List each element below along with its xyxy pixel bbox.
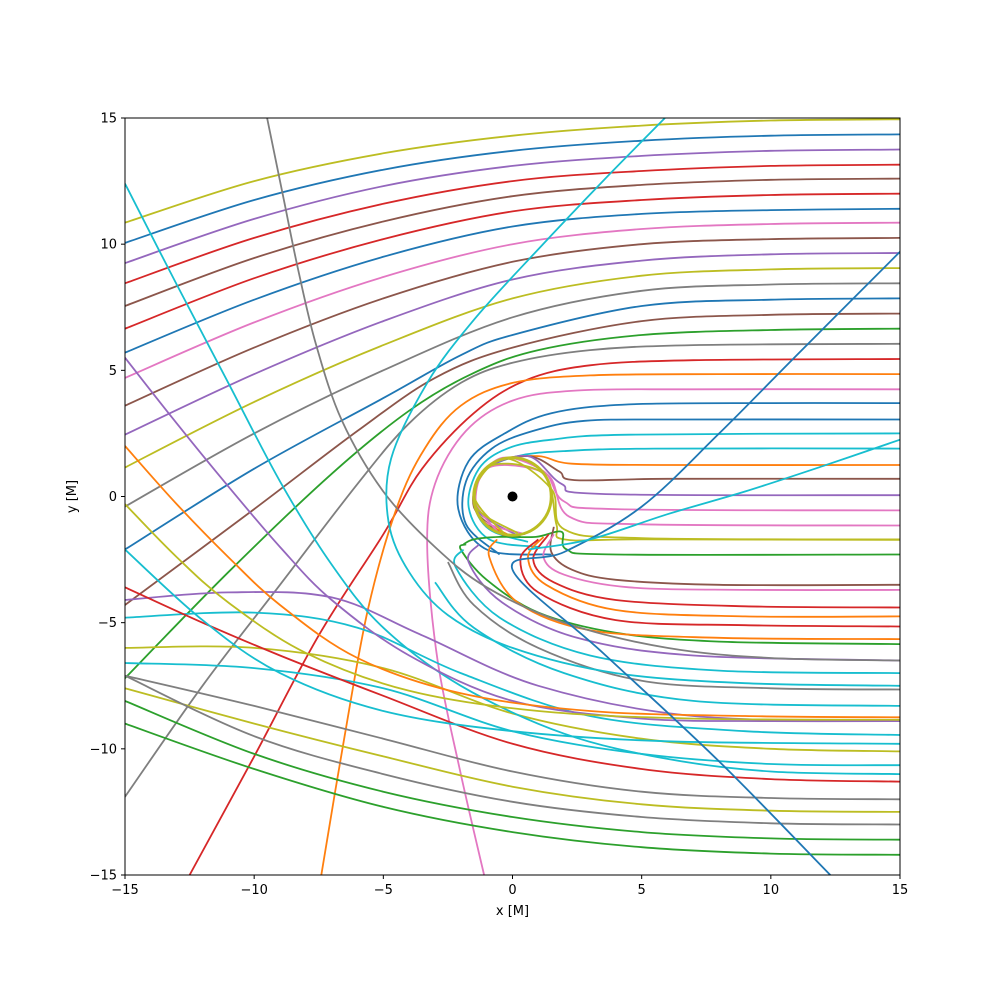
geodesic-line-8 — [125, 221, 900, 379]
geodesic-line-14 — [125, 312, 900, 606]
geodesic-line-37 — [519, 538, 900, 628]
geodesic-line-7 — [125, 207, 900, 354]
x-tick-label: 5 — [638, 883, 646, 898]
geodesic-line-13 — [125, 297, 900, 551]
geodesic-line-22 — [467, 432, 900, 548]
geodesic-line-10 — [125, 252, 900, 436]
geodesic-line-43 — [125, 591, 900, 722]
geodesic-line-59 — [385, 118, 900, 687]
geodesic-line-45 — [125, 645, 900, 753]
geodesic-line-54 — [125, 357, 900, 723]
geodesic-line-48 — [125, 674, 900, 801]
geodesic-line-9 — [125, 237, 900, 407]
y-axis-label: y [M] — [65, 480, 80, 513]
geodesic-line-42 — [434, 581, 900, 707]
photon-ring — [472, 456, 553, 537]
geodesic-line-21 — [461, 418, 900, 556]
geodesic-line-41 — [447, 561, 900, 691]
x-tick-label: 15 — [892, 883, 909, 898]
geodesic-line-55 — [125, 445, 900, 719]
geodesic-line-40 — [453, 548, 900, 674]
x-tick-label: 0 — [508, 883, 516, 898]
geodesic-line-57 — [125, 548, 900, 745]
geodesic-line-2 — [125, 133, 900, 244]
x-axis-ticks: −15 −10 −5 0 5 10 15 — [111, 875, 908, 898]
geodesic-line-5 — [125, 177, 900, 307]
geodesic-line-16 — [125, 327, 900, 679]
black-hole-marker — [507, 491, 518, 502]
geodesic-line-53 — [125, 183, 900, 775]
geodesic-line-35 — [532, 533, 900, 609]
geodesic-line-52 — [125, 722, 900, 856]
geodesic-line-51 — [125, 700, 900, 841]
geodesic-line-50 — [125, 674, 900, 826]
geodesic-line-17 — [188, 358, 900, 875]
y-axis-ticks: −15 −10 −5 0 5 10 15 — [90, 112, 125, 884]
geodesic-line-6 — [125, 192, 900, 330]
x-tick-label: 10 — [763, 883, 780, 898]
geodesic-line-20 — [456, 402, 900, 556]
geodesic-line-30 — [473, 462, 900, 542]
geodesic-line-11 — [125, 267, 900, 469]
geodesic-line-44 — [125, 611, 900, 736]
geodesic-line-15 — [125, 342, 900, 798]
geodesic-line-60 — [510, 251, 900, 875]
geodesic-line-47 — [125, 586, 900, 783]
series-layer — [125, 118, 900, 875]
geodesic-line-61 — [527, 438, 900, 551]
geodesic-line-36 — [527, 536, 900, 618]
geodesic-line-49 — [125, 687, 900, 813]
y-tick-label: 10 — [100, 238, 117, 253]
geodesic-line-34 — [542, 533, 900, 591]
geodesic-line-58 — [266, 118, 900, 662]
geodesic-line-18 — [320, 373, 900, 875]
y-tick-label: 15 — [100, 112, 117, 127]
y-tick-label: −10 — [90, 742, 117, 757]
geodesic-line-56 — [125, 503, 900, 721]
geodesic-line-3 — [125, 148, 900, 264]
y-tick-label: −15 — [90, 869, 117, 884]
geodesic-line-4 — [125, 163, 900, 285]
y-tick-label: 0 — [109, 490, 117, 505]
geodesic-line-19 — [426, 388, 900, 875]
x-tick-label: −10 — [240, 883, 267, 898]
x-axis-label: x [M] — [496, 904, 529, 919]
geodesic-line-1 — [125, 118, 900, 224]
geodesic-line-33 — [549, 526, 900, 587]
x-tick-label: −5 — [374, 883, 393, 898]
geodesic-line-31 — [462, 530, 900, 556]
x-tick-label: −15 — [111, 883, 138, 898]
y-tick-label: 5 — [109, 364, 117, 379]
geodesic-line-12 — [125, 282, 900, 508]
y-tick-label: −5 — [98, 616, 117, 631]
